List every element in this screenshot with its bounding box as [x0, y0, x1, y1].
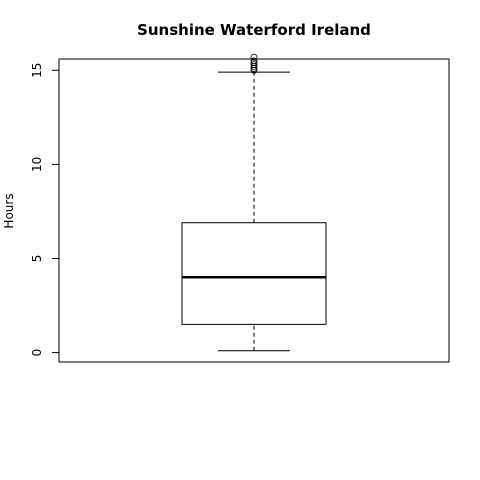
y-tick-label: 5: [30, 255, 44, 263]
interquartile-box: [181, 222, 327, 325]
y-axis: 0 5 10 15: [30, 63, 60, 357]
box-layer: [181, 53, 327, 352]
outlier-point: [250, 53, 258, 61]
outlier-point: [250, 61, 258, 69]
y-tick-label: 0: [30, 349, 44, 357]
y-tick-label: 15: [30, 63, 44, 78]
outlier-point: [250, 57, 258, 65]
y-tick-label: 10: [30, 157, 44, 172]
y-axis-label: Hours: [2, 193, 16, 228]
chart-title: Sunshine Waterford Ireland: [137, 21, 371, 39]
